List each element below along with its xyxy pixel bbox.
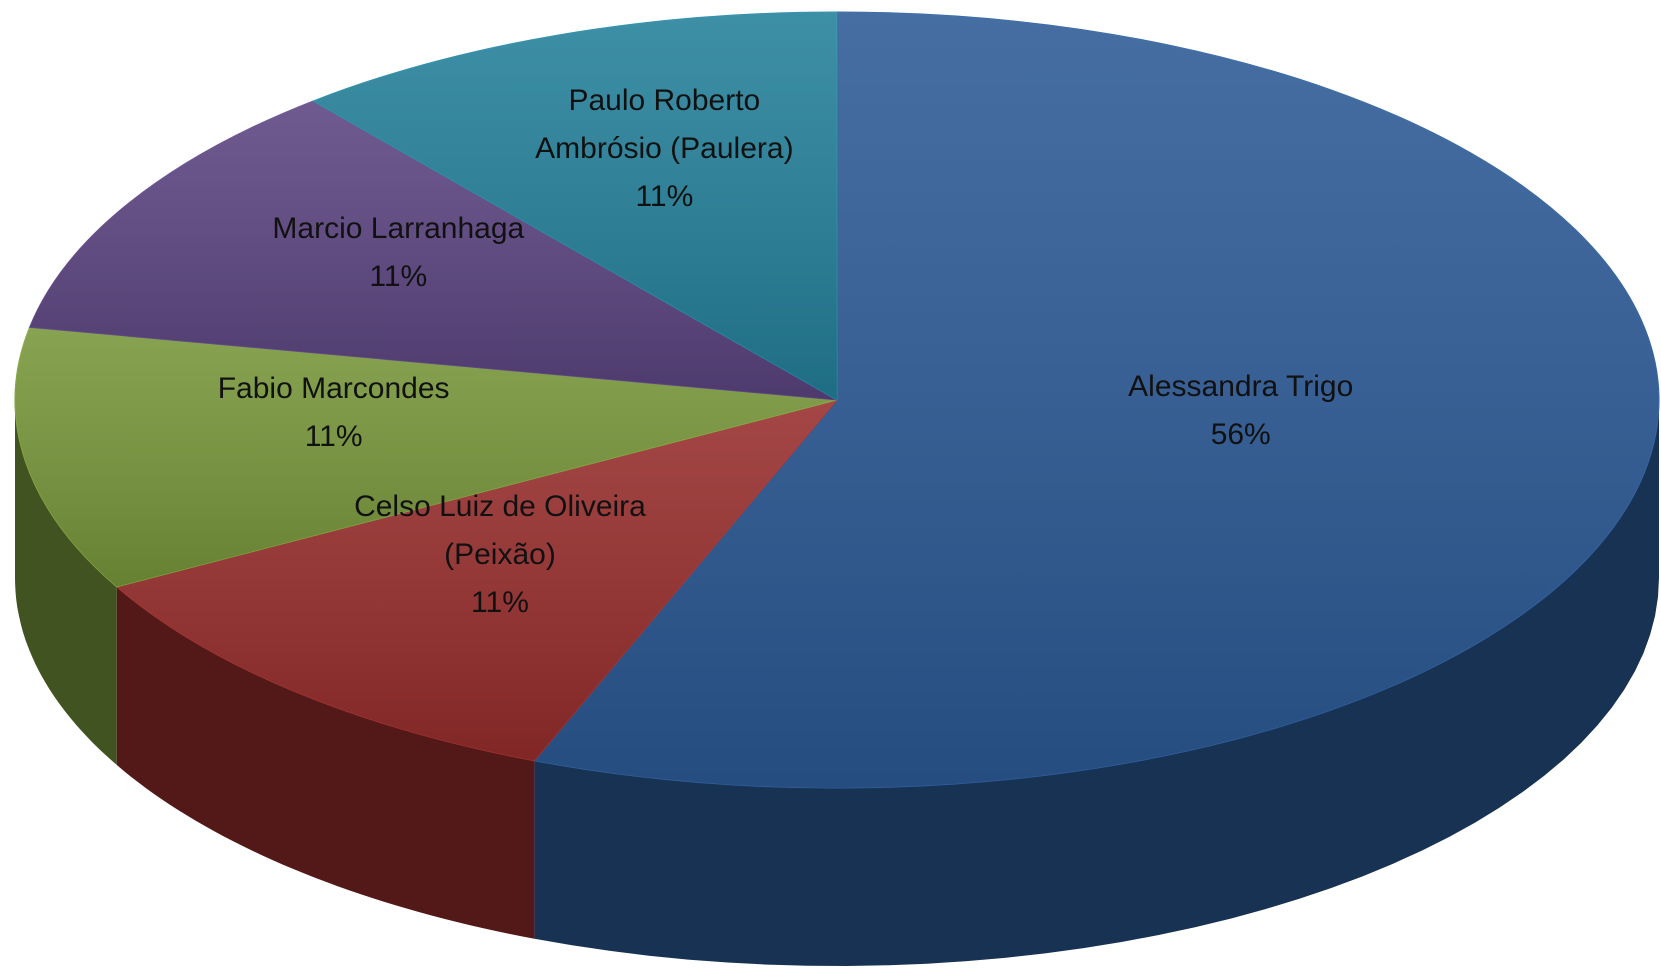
category-label: Alessandra Trigo <box>1128 370 1354 404</box>
slice-shade <box>534 12 1659 788</box>
category-label: Marcio Larranhaga <box>272 211 525 245</box>
data-label: Alessandra Trigo 56% <box>1080 321 1402 501</box>
label-box: Celso Luiz de Oliveira (Peixão) 11% <box>339 465 661 645</box>
slice-shade <box>29 101 838 400</box>
value-label: 11% <box>304 419 363 453</box>
data-label: Celso Luiz de Oliveira (Peixão) 11% <box>339 465 661 645</box>
slice-shade <box>116 400 838 761</box>
slice-side <box>116 586 535 939</box>
value-label: 11% <box>471 586 529 620</box>
slice-side <box>534 400 1659 966</box>
label-box: Marcio Larranhaga 11% <box>237 163 559 343</box>
category-label: Celso Luiz de Oliveira (Peixão) <box>354 490 646 572</box>
slice-shade <box>15 327 838 587</box>
label-box: Fabio Marcondes 11% <box>173 323 495 503</box>
category-label: Fabio Marcondes <box>217 371 450 405</box>
value-label: 11% <box>369 259 428 293</box>
slice-side <box>15 400 117 765</box>
label-box: Paulo Roberto Ambrósio (Paulera) 11% <box>503 59 825 239</box>
data-label: Fabio Marcondes 11% <box>173 323 495 503</box>
data-label: Paulo Roberto Ambrósio (Paulera) 11% <box>503 59 825 239</box>
label-box: Alessandra Trigo 56% <box>1080 321 1402 501</box>
value-label: 11% <box>635 179 694 213</box>
slice-shade <box>313 12 837 400</box>
category-label: Paulo Roberto Ambrósio (Paulera) <box>535 83 794 165</box>
data-label: Marcio Larranhaga 11% <box>237 163 559 343</box>
value-label: 56% <box>1210 418 1271 452</box>
